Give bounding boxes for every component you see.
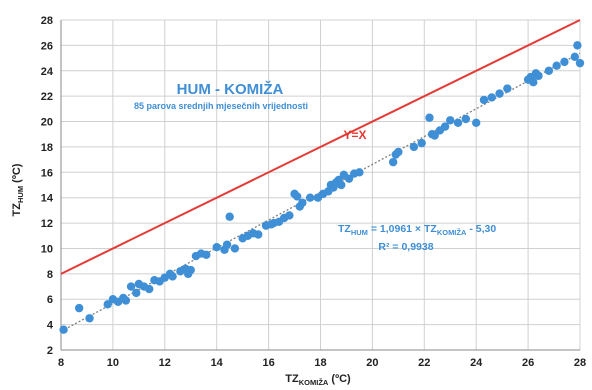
trend-eq-rhs-sub: KOMIŽA <box>437 228 467 237</box>
x-tick-label: 10 <box>107 357 119 369</box>
x-axis-label-sub: KOMIŽA <box>299 378 329 387</box>
trend-eq-lhs-sub: HUM <box>351 228 368 237</box>
trend-eq-tail: - 5,30 <box>466 223 496 235</box>
data-point <box>202 250 211 260</box>
data-point <box>337 180 346 190</box>
data-point <box>225 212 234 221</box>
x-tick-label: 28 <box>574 357 586 369</box>
identity-line <box>60 19 581 275</box>
data-point <box>409 142 419 152</box>
y-axis-label: TZHUM (ºC) <box>11 163 25 216</box>
data-point <box>222 240 232 249</box>
y-axis-label-main: TZ <box>11 203 23 217</box>
data-point <box>305 193 315 202</box>
data-point <box>446 116 455 125</box>
data-point <box>503 84 512 93</box>
y-tick-label: 8 <box>47 269 53 281</box>
y-axis-label-unit: (ºC) <box>11 163 23 186</box>
data-point <box>479 95 489 105</box>
data-point <box>230 244 240 253</box>
data-point <box>472 118 481 128</box>
data-point <box>461 114 471 124</box>
data-point <box>132 288 141 298</box>
data-point <box>298 198 307 207</box>
data-point <box>126 282 136 291</box>
data-point <box>552 61 561 70</box>
data-point <box>534 71 543 81</box>
data-point <box>285 211 294 220</box>
y-tick-label: 14 <box>41 193 54 205</box>
data-point <box>430 131 439 140</box>
data-point <box>74 303 84 313</box>
x-tick-label: 18 <box>314 357 326 369</box>
data-point <box>417 138 426 148</box>
x-tick-label: 24 <box>470 357 483 369</box>
data-point <box>487 93 496 102</box>
data-point <box>168 272 177 281</box>
x-tick-label: 12 <box>159 357 171 369</box>
x-tick-label: 8 <box>58 357 64 369</box>
chart-subtitle: 85 parova srednjih mjesečnih vrijednosti <box>134 101 308 111</box>
y-tick-label: 26 <box>41 40 53 52</box>
trend-eq-mid: = 1,0961 × TZ <box>368 223 437 235</box>
y-tick-label: 22 <box>41 91 53 103</box>
data-point <box>573 41 582 50</box>
x-tick-label: 22 <box>418 357 430 369</box>
trend-equation: TZHUM = 1,0961 × TZKOMIŽA - 5,30 <box>338 223 496 237</box>
y-tick-label: 4 <box>47 320 54 332</box>
data-point <box>212 242 221 252</box>
data-point <box>145 284 154 294</box>
data-point <box>394 147 403 157</box>
data-point <box>495 89 504 98</box>
x-axis-label-main: TZ <box>285 373 299 385</box>
trend-eq-lhs: TZ <box>338 223 351 235</box>
data-point <box>103 300 112 309</box>
y-axis-label-sub: HUM <box>16 186 25 203</box>
y-tick-label: 18 <box>41 142 53 154</box>
r-squared-label: R² = 0,9938 <box>378 241 433 253</box>
y-tick-label: 12 <box>41 218 53 230</box>
chart-title: HUM - KOMIŽA <box>177 80 284 98</box>
x-tick-label: 16 <box>262 357 274 369</box>
x-axis-label: TZKOMIŽA (ºC) <box>285 373 351 387</box>
y-tick-label: 6 <box>47 294 53 306</box>
y-tick-label: 2 <box>47 345 53 357</box>
data-point <box>59 325 68 334</box>
data-point <box>186 265 195 275</box>
data-point <box>254 230 263 239</box>
data-point <box>570 52 580 62</box>
data-point <box>425 113 434 122</box>
data-point <box>85 314 94 323</box>
data-point <box>440 122 450 131</box>
y-tick-label: 24 <box>41 66 54 78</box>
data-point <box>560 57 569 67</box>
data-point <box>344 174 354 183</box>
data-point <box>355 168 364 177</box>
data-point <box>453 118 463 128</box>
y-tick-label: 20 <box>41 117 53 129</box>
data-point <box>544 66 554 75</box>
data-point <box>575 58 585 68</box>
x-tick-label: 26 <box>522 357 534 369</box>
y-tick-label: 10 <box>41 243 53 255</box>
data-point <box>121 296 131 305</box>
y-tick-label: 28 <box>41 15 53 27</box>
x-tick-label: 14 <box>211 357 224 369</box>
x-tick-label: 20 <box>366 357 378 369</box>
identity-line-label: Y=X <box>343 128 366 142</box>
data-point <box>292 192 302 201</box>
data-point <box>529 77 538 87</box>
data-points <box>59 41 585 334</box>
y-tick-label: 16 <box>41 167 53 179</box>
x-axis-label-unit: (ºC) <box>328 373 351 385</box>
x-axis-ticks: 8 10 12 14 16 18 20 22 24 26 28 <box>58 357 586 369</box>
data-point <box>388 157 398 167</box>
